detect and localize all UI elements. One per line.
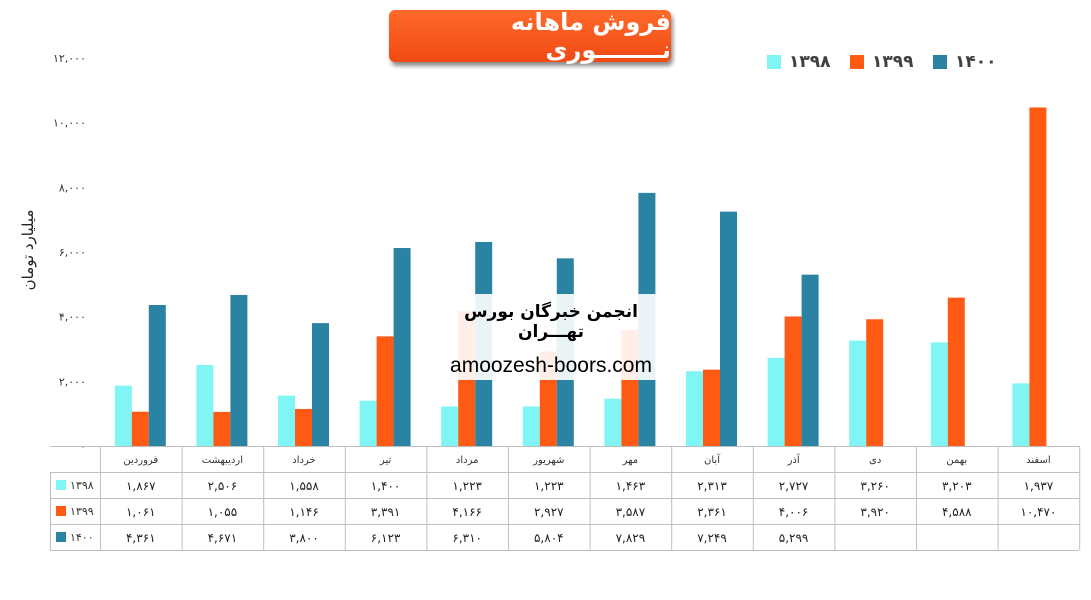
data-label: ۴,۳۶۱ (126, 531, 156, 545)
data-label: ۴,۵۸۸ (942, 505, 972, 519)
bar (720, 211, 737, 446)
bar (312, 323, 329, 446)
data-label: ۲,۷۲۷ (779, 479, 809, 493)
legend-item: ۱۴۰۰ (933, 52, 997, 72)
bar (801, 274, 819, 446)
data-label: ۳,۵۸۷ (616, 505, 646, 519)
y-tick-label: ۱۲,۰۰۰ (53, 52, 86, 65)
data-label: ۵,۲۹۹ (779, 531, 809, 545)
bar (930, 342, 948, 446)
legend-label: ۱۳۹۹ (872, 52, 914, 72)
bar (686, 371, 703, 446)
y-tick-label: ۸,۰۰۰ (59, 181, 86, 194)
data-label: ۱,۰۵۵ (208, 505, 238, 519)
bar (441, 406, 459, 446)
x-tick-label: آذر (787, 453, 801, 466)
data-label: ۲,۳۱۳ (697, 479, 727, 493)
data-label: ۱۰,۴۷۰ (1020, 505, 1056, 519)
data-label: ۳,۳۹۱ (371, 505, 401, 519)
data-label: ۳,۲۰۳ (942, 479, 972, 493)
data-label: ۳,۹۲۰ (860, 505, 890, 519)
data-label: ۱,۴۶۳ (616, 479, 646, 493)
bar (522, 406, 540, 446)
table-series-name: ۱۳۹۹ (70, 505, 94, 518)
table-series-name: ۱۴۰۰ (70, 531, 94, 544)
bar (196, 364, 214, 446)
data-label: ۱,۵۵۸ (289, 479, 319, 493)
bar (849, 340, 867, 446)
data-label: ۶,۱۲۳ (371, 531, 401, 545)
legend-item: ۱۳۹۸ (767, 52, 831, 72)
legend-label: ۱۴۰۰ (955, 52, 997, 72)
legend-swatch (767, 55, 781, 69)
watermark-url: amoozesh-boors.com (450, 354, 652, 377)
y-tick-label: ۶,۰۰۰ (59, 246, 86, 259)
chart-title-box: فروش ماهانه نــــــــوری (389, 8, 671, 64)
data-label: ۱,۲۲۳ (534, 479, 564, 493)
bar (230, 294, 248, 446)
bar (604, 398, 622, 446)
data-label: ۷,۸۲۹ (616, 531, 646, 545)
data-label: ۳,۲۶۰ (860, 479, 890, 493)
bar (703, 369, 720, 446)
x-tick-label: اردیبهشت (202, 455, 243, 466)
x-tick-label: اسفند (1026, 455, 1050, 466)
table-legend-key (56, 506, 66, 516)
bar (114, 385, 132, 446)
bar (213, 411, 231, 446)
x-tick-label: مرداد (456, 455, 479, 466)
x-tick-label: تیر (379, 455, 392, 466)
bar (1012, 383, 1030, 446)
bar (359, 400, 377, 446)
bar (784, 316, 802, 446)
data-label: ۶,۳۱۰ (452, 531, 482, 545)
watermark: انجمن خبرگان بورس تهـــران amoozesh-boor… (443, 294, 659, 380)
bar (376, 336, 394, 446)
data-label: ۷,۲۴۹ (697, 531, 727, 545)
y-tick-label: ۴,۰۰۰ (59, 311, 86, 324)
table-legend-key (56, 480, 66, 490)
bar (947, 297, 965, 446)
x-tick-label: مهر (622, 455, 638, 466)
chart-title: فروش ماهانه نــــــــوری (510, 8, 671, 64)
data-label: ۴,۶۷۱ (208, 531, 238, 545)
watermark-title: انجمن خبرگان بورس تهـــران (464, 302, 638, 342)
data-label: ۱,۴۰۰ (371, 479, 401, 493)
legend-item: ۱۳۹۹ (850, 52, 914, 72)
data-label: ۴,۱۶۶ (452, 505, 482, 519)
table-series-name: ۱۳۹۸ (70, 479, 94, 492)
bar (866, 319, 884, 446)
y-tick-label: ۲,۰۰۰ (59, 375, 86, 388)
bar (767, 357, 785, 446)
x-tick-label: فروردین (123, 455, 158, 466)
x-tick-label: دی (869, 455, 881, 466)
data-label: ۳,۸۰۰ (289, 531, 319, 545)
bar (148, 304, 166, 446)
bar (1029, 107, 1047, 446)
x-tick-label: آبان (704, 453, 721, 466)
bar (131, 411, 149, 446)
bar (295, 408, 312, 446)
data-label: ۱,۰۶۱ (126, 505, 156, 519)
legend-swatch (933, 55, 947, 69)
table-legend-key (56, 532, 66, 542)
x-tick-label: خرداد (292, 455, 315, 466)
data-label: ۲,۹۲۷ (534, 505, 564, 519)
bar (278, 395, 295, 446)
data-label: ۱,۱۴۶ (289, 505, 319, 519)
data-label: ۱,۸۶۷ (126, 479, 156, 493)
y-tick-label: ۱۰,۰۰۰ (53, 117, 86, 130)
data-label: ۵,۸۰۴ (534, 531, 564, 545)
legend-label: ۱۳۹۸ (789, 52, 831, 72)
x-tick-label: بهمن (946, 455, 967, 466)
data-label: ۱,۲۲۳ (452, 479, 482, 493)
data-label: ۲,۵۰۶ (208, 479, 238, 493)
data-label: ۲,۳۶۱ (697, 505, 727, 519)
data-label: ۱,۹۳۷ (1024, 479, 1054, 493)
bar (393, 248, 411, 446)
legend-swatch (850, 55, 864, 69)
x-tick-label: شهریور (532, 455, 564, 466)
data-label: ۴,۰۰۶ (779, 505, 809, 519)
